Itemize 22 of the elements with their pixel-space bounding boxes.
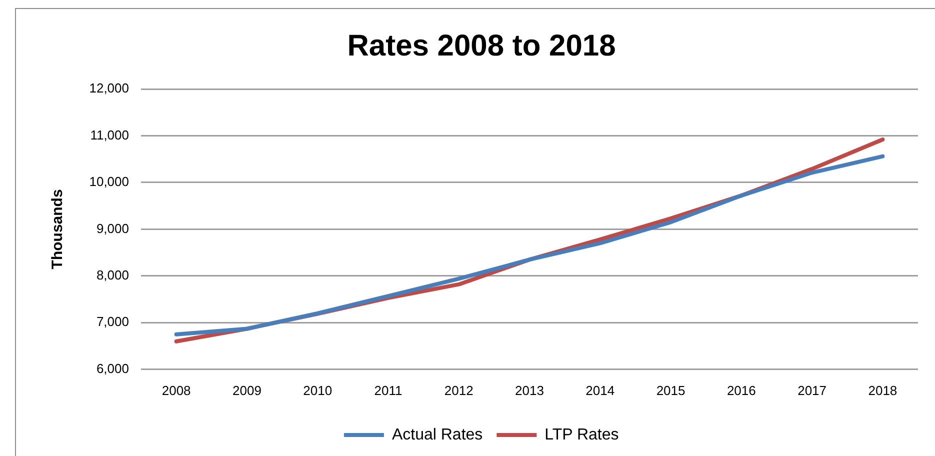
x-tick-label: 2008: [162, 382, 191, 398]
x-tick-label: 2015: [656, 382, 686, 398]
x-tick-label: 2018: [868, 382, 898, 398]
y-tick-label: 10,000: [89, 174, 129, 190]
x-tick-label: 2016: [726, 382, 756, 398]
y-axis-title: Thousands: [49, 189, 66, 270]
legend-label: Actual Rates: [392, 426, 483, 444]
x-tick-label: 2009: [232, 382, 262, 398]
x-tick-label: 2017: [798, 382, 827, 398]
y-tick-label: 12,000: [89, 80, 129, 96]
y-tick-label: 7,000: [96, 314, 129, 330]
chart-title: Rates 2008 to 2018: [347, 29, 616, 62]
x-tick-label: 2014: [586, 382, 615, 398]
x-tick-label: 2010: [303, 382, 332, 398]
x-tick-label: 2012: [444, 382, 474, 398]
y-tick-label: 8,000: [96, 268, 129, 283]
x-tick-label: 2013: [515, 382, 544, 398]
legend-label: LTP Rates: [544, 426, 619, 444]
y-tick-label: 11,000: [90, 127, 129, 142]
x-tick-label: 2011: [374, 382, 402, 398]
y-tick-label: 6,000: [96, 360, 129, 376]
y-tick-label: 9,000: [96, 220, 129, 236]
